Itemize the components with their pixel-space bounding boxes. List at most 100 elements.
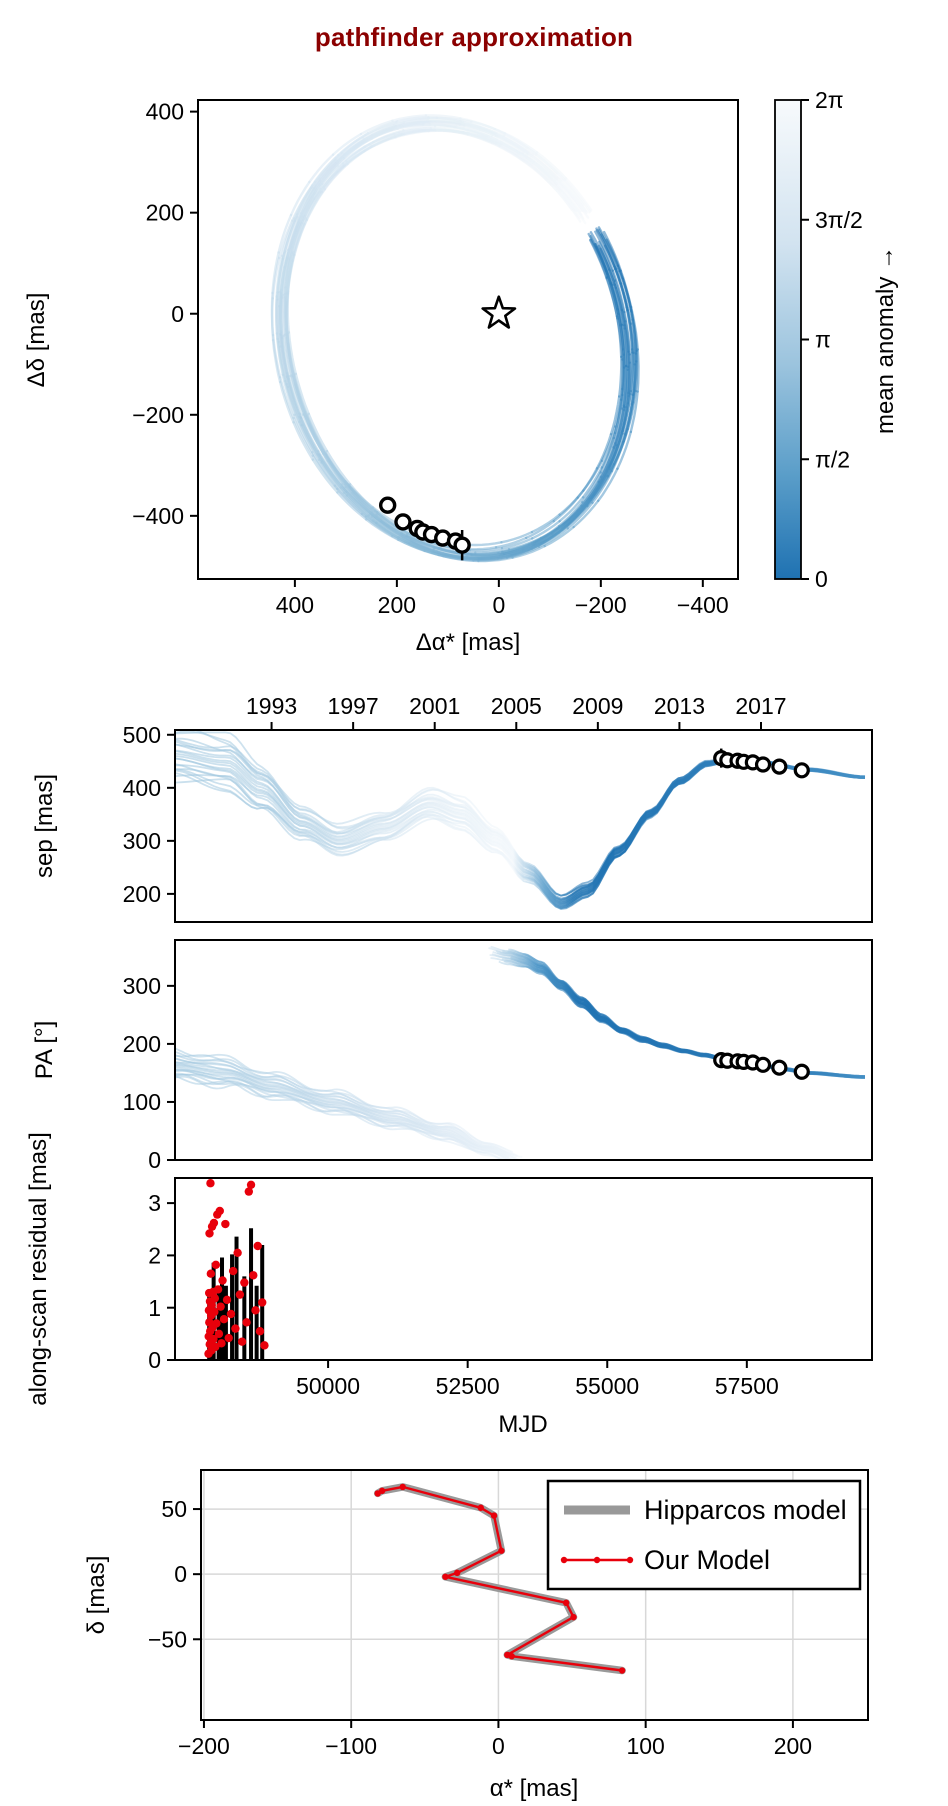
orbit-draw-segment: [630, 310, 637, 355]
colorbar-label: mean anomaly →: [872, 246, 899, 434]
posterior-strand: [499, 951, 865, 1078]
residual-dot: [210, 1307, 219, 1317]
legend-label-hipparcos: Hipparcos model: [644, 1495, 847, 1525]
tick-label: 400: [146, 99, 184, 125]
orbit-draw-segment: [279, 288, 283, 333]
orbit-draw-segment: [626, 309, 635, 354]
posterior-strand: [175, 1057, 512, 1156]
orbit-draw-segment: [543, 525, 575, 548]
orbit-draw-segment: [316, 453, 343, 489]
orbit-draw-segment: [362, 126, 397, 142]
orbit-draw-segment: [616, 430, 632, 470]
orbit-draw-segment: [298, 412, 320, 453]
orbit-draw-segment: [293, 413, 314, 454]
position-angle-panel-frame: [174, 939, 873, 1161]
residual-dot: [226, 1309, 236, 1319]
orbit-draw-segment: [342, 491, 375, 522]
orbit-draw-segment: [271, 256, 281, 300]
tick-label: 2005: [491, 693, 542, 719]
orbit-draw-segment: [500, 530, 534, 544]
orbit-draw-segment: [311, 458, 339, 494]
orbit-draw-segment: [314, 160, 339, 190]
orbit-draw-segment: [600, 425, 617, 463]
orbit-draw-segment: [466, 132, 502, 147]
tick-label: 50: [161, 1496, 187, 1522]
orbit-draw-segment: [391, 114, 428, 122]
residual-dot: [222, 1295, 232, 1305]
tick-label: −200: [575, 592, 627, 618]
orbit-draw-segment: [426, 118, 464, 125]
residual-dot: [217, 1339, 226, 1348]
orbit-draw-segment: [608, 268, 624, 312]
tick-label: 52500: [436, 1373, 500, 1399]
orbit-draw-segment: [623, 310, 631, 356]
orbit-draw-segment: [292, 421, 314, 461]
posterior-strand: [501, 949, 866, 1077]
orbit-draw-segment: [589, 235, 609, 276]
residual-dot: [211, 1260, 221, 1270]
orbit-draw-segment: [333, 484, 364, 516]
data-point: [771, 758, 788, 775]
orbit-draw-segment: [487, 135, 522, 156]
orbit-draw-segment: [280, 217, 296, 258]
orbit-draw-segment: [463, 124, 500, 138]
orbit-draw-segment: [297, 186, 317, 221]
orbit-draw-segment: [530, 513, 561, 534]
residual-dot: [240, 1278, 249, 1287]
separation-panel-data: [175, 730, 866, 911]
orbit-draw-segment: [609, 395, 621, 436]
orbit-draw-segment: [279, 330, 289, 375]
residual-dot: [214, 1329, 224, 1339]
orbit-draw-segment: [556, 171, 585, 206]
orbit-draw-segment: [617, 312, 625, 356]
orbit-panel-data: [270, 114, 640, 563]
orbit-draw-segment: [557, 178, 587, 213]
posterior-strand: [175, 1070, 511, 1160]
orbit-draw-segment: [600, 431, 617, 469]
sky-xlabel: α* [mas]: [490, 1775, 579, 1802]
orbit-draw-segment: [422, 122, 458, 128]
orbit-draw-segment: [468, 547, 504, 552]
tick-label: 0: [492, 1733, 505, 1759]
orbit-draw-segment: [467, 550, 504, 556]
data-point: [754, 1056, 772, 1073]
orbit-draw-segment: [294, 372, 310, 415]
orbit-draw-segment: [286, 218, 300, 258]
orbit-draw-segment: [500, 542, 536, 556]
orbit-draw-segment: [558, 489, 585, 516]
data-point: [793, 762, 810, 779]
orbit-draw-segment: [336, 491, 368, 521]
our-model-marker: [562, 1599, 570, 1607]
residual-panel-data: [204, 1179, 269, 1360]
orbit-draw-segment: [610, 433, 627, 473]
residual-dot: [207, 1300, 216, 1310]
orbit-draw-segment: [526, 146, 559, 175]
orbit-draw-segment: [620, 323, 628, 368]
orbit-draw-segment: [322, 450, 349, 486]
orbit-draw-segment: [370, 515, 405, 540]
our-model-marker: [378, 1487, 386, 1495]
orbit-draw-segment: [631, 351, 636, 396]
residual-dot: [218, 1276, 227, 1285]
tick-label: 400: [276, 592, 314, 618]
tick-label: 400: [123, 775, 161, 801]
orbit-draw-segment: [608, 431, 624, 470]
residual-dot: [260, 1341, 269, 1350]
orbit-draw-segment: [326, 459, 353, 495]
orbit-draw-segment: [370, 132, 404, 148]
orbit-draw-segment: [594, 230, 614, 272]
orbit-draw-segment: [614, 267, 629, 312]
orbit-draw-segment: [278, 219, 294, 260]
our-model-marker: [442, 1573, 449, 1580]
orbit-draw-segment: [371, 519, 407, 543]
orbit-draw-segment: [494, 536, 528, 549]
orbit-draw-segment: [402, 125, 437, 132]
orbit-draw-segment: [365, 518, 400, 541]
figure-title: pathfinder approximation: [314, 22, 634, 52]
posterior-strand: [175, 749, 866, 903]
orbit-draw-segment: [587, 466, 610, 501]
orbit-draw-segment: [437, 553, 475, 562]
posterior-strand: [175, 1068, 514, 1160]
orbit-draw-segment: [525, 520, 555, 540]
